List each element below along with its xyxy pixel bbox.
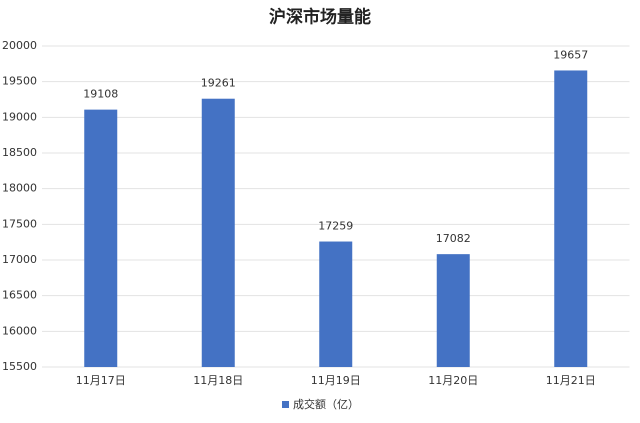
legend-label: 成交额（亿） bbox=[293, 397, 359, 411]
x-tick-label: 11月17日 bbox=[76, 374, 126, 387]
chart-title: 沪深市场量能 bbox=[269, 7, 371, 28]
data-label: 17259 bbox=[318, 220, 353, 233]
data-label: 19657 bbox=[553, 48, 588, 61]
data-label: 19261 bbox=[201, 77, 236, 90]
y-tick-label: 15500 bbox=[2, 360, 37, 373]
y-tick-label: 17500 bbox=[2, 217, 37, 230]
bar bbox=[436, 254, 470, 367]
x-tick-label: 11月21日 bbox=[546, 374, 596, 387]
y-tick-label: 16000 bbox=[2, 324, 37, 337]
x-tick-label: 11月19日 bbox=[311, 374, 361, 387]
x-tick-label: 11月20日 bbox=[428, 374, 478, 387]
x-tick-label: 11月18日 bbox=[193, 374, 243, 387]
bar bbox=[84, 109, 118, 367]
bar bbox=[319, 241, 353, 367]
data-label: 17082 bbox=[436, 232, 471, 245]
y-tick-label: 17000 bbox=[2, 253, 37, 266]
legend-swatch bbox=[282, 401, 289, 408]
y-tick-label: 20000 bbox=[2, 39, 37, 52]
y-tick-label: 18500 bbox=[2, 146, 37, 159]
bar bbox=[554, 70, 588, 367]
y-tick-label: 19000 bbox=[2, 110, 37, 123]
y-tick-label: 16500 bbox=[2, 289, 37, 302]
data-label: 19108 bbox=[83, 88, 118, 101]
y-tick-label: 19500 bbox=[2, 75, 37, 88]
bar bbox=[201, 98, 235, 367]
y-tick-label: 18000 bbox=[2, 182, 37, 195]
